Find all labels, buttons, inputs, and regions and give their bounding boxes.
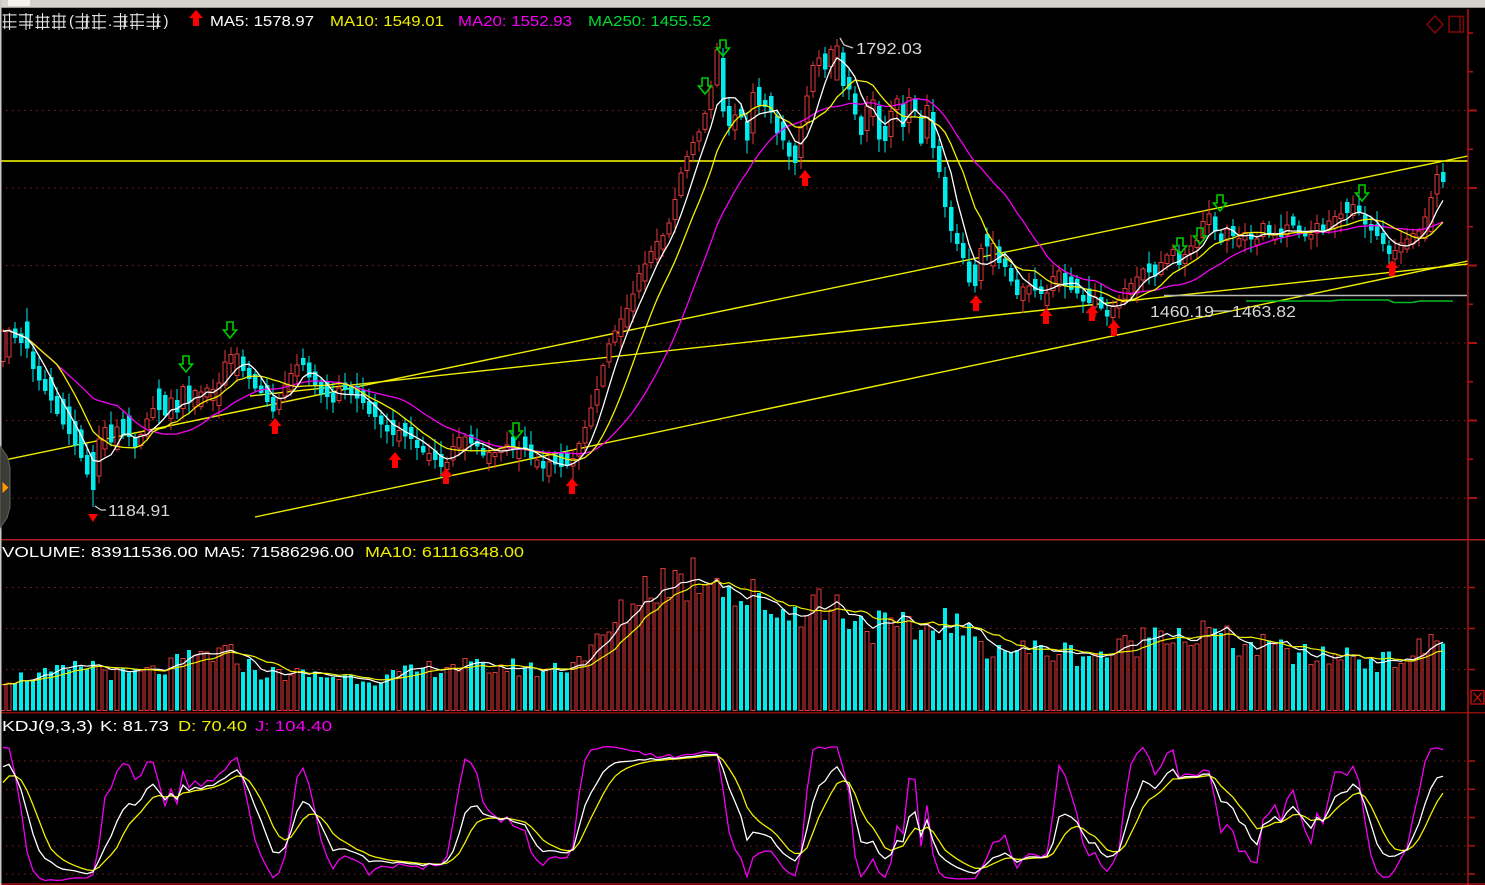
svg-text:MA5: 1578.97: MA5: 1578.97 [210, 13, 314, 30]
svg-text:K: 81.73: K: 81.73 [100, 718, 169, 735]
svg-text:1184.91: 1184.91 [108, 503, 170, 520]
svg-text:.: . [108, 13, 112, 30]
svg-text:): ) [164, 13, 169, 30]
svg-text:1792.03: 1792.03 [856, 41, 922, 58]
svg-text:MA10: 61116348.00: MA10: 61116348.00 [365, 544, 524, 561]
svg-text:MA10: 1549.01: MA10: 1549.01 [330, 13, 444, 30]
svg-text:1460.19: 1460.19 [1150, 304, 1214, 321]
svg-text:KDJ(9,3,3): KDJ(9,3,3) [2, 718, 93, 735]
svg-text:J: 104.40: J: 104.40 [255, 718, 332, 735]
svg-text:MA20: 1552.93: MA20: 1552.93 [458, 13, 572, 30]
svg-text:VOLUME: 83911536.00: VOLUME: 83911536.00 [2, 544, 198, 561]
svg-text:MA250: 1455.52: MA250: 1455.52 [588, 13, 711, 30]
svg-text:(: ( [69, 13, 74, 30]
svg-text:D: 70.40: D: 70.40 [178, 718, 247, 735]
svg-text:1463.82: 1463.82 [1232, 304, 1296, 321]
svg-text:MA5: 71586296.00: MA5: 71586296.00 [204, 544, 354, 561]
